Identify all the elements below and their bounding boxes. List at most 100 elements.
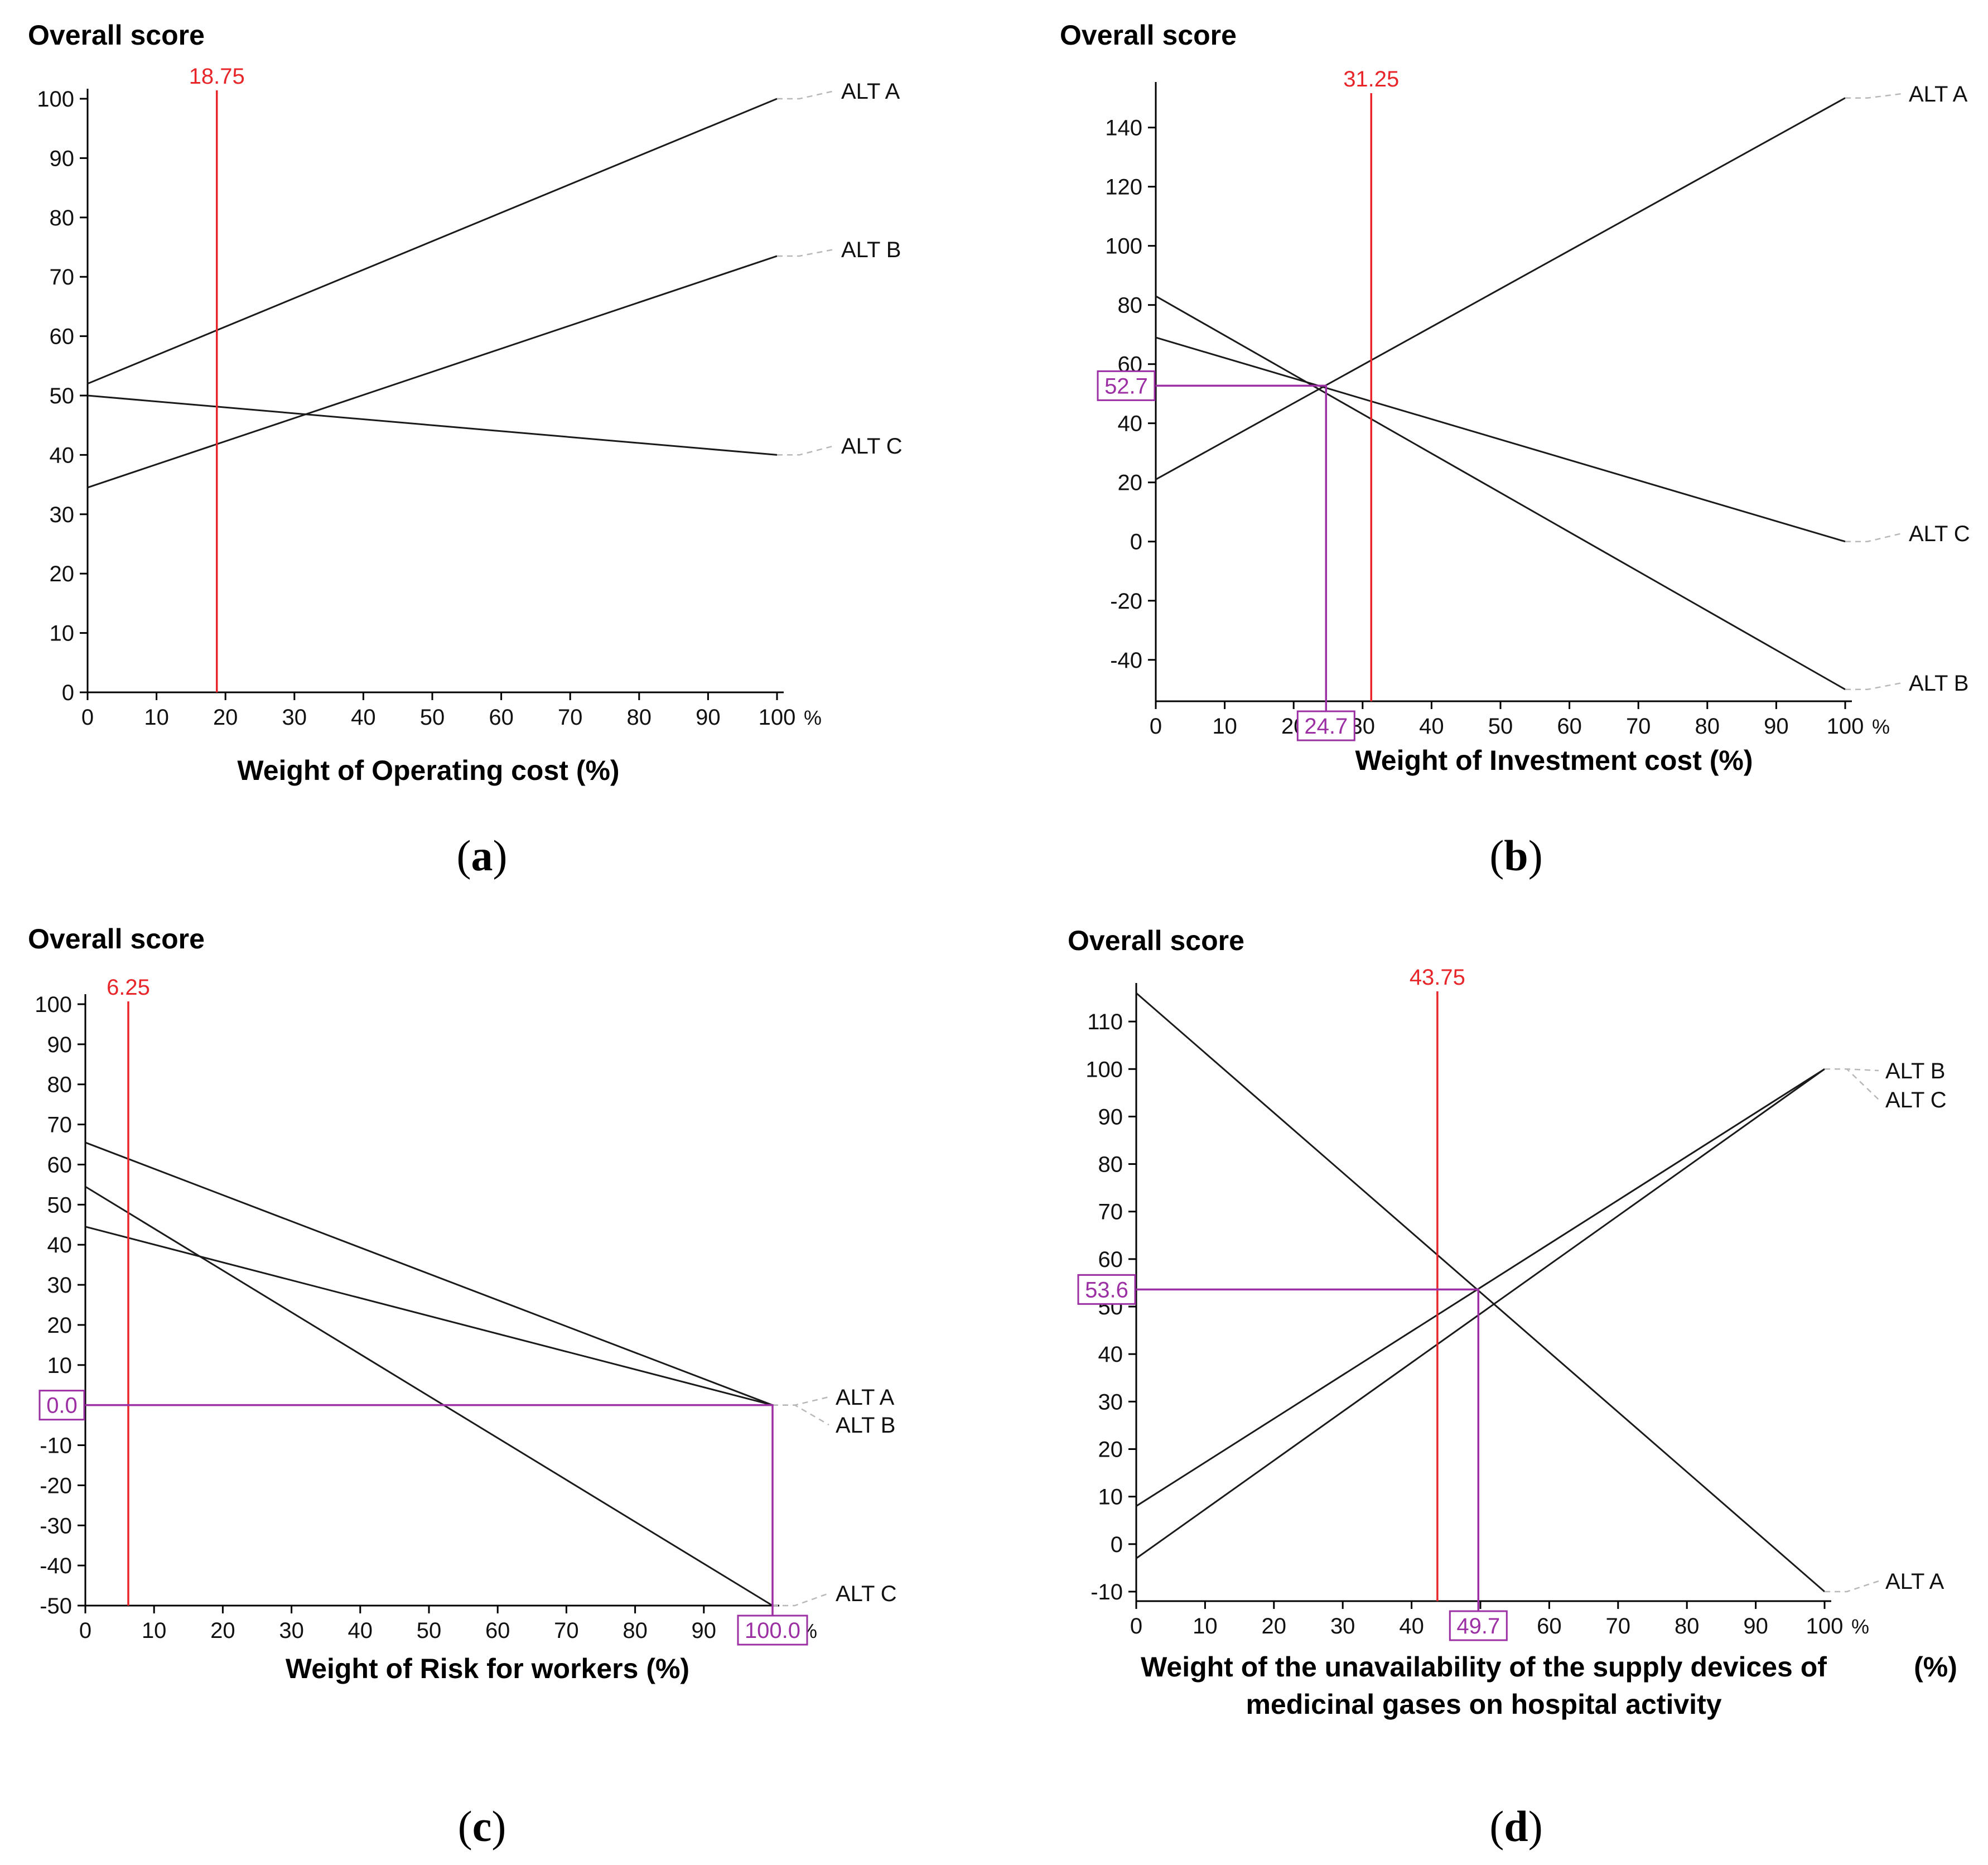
series-leader-alt-a (1845, 93, 1903, 99)
series-line-alt-c (1155, 336, 1846, 543)
x-axis-label-line2: medicinal gases on hospital activity (1246, 1689, 1721, 1720)
reference-line-label: 31.25 (1343, 67, 1399, 91)
marker-x-box (1449, 1610, 1508, 1641)
chart-panel-c: Overall score -50 -40 -30 -20 -10 0 10 20 30 40 50 6… (28, 923, 897, 1850)
y-tick-label: 90 (47, 1033, 73, 1057)
chart-title: Overall score (28, 923, 205, 955)
y-tick-label: 30 (1098, 1390, 1123, 1414)
y-tick-label: -20 (40, 1473, 72, 1498)
x-tick-label: 60 (489, 705, 514, 730)
y-tick-label: 100 (37, 87, 74, 112)
y-tick-label: 20 (1118, 471, 1143, 495)
series-label-alt-c: ALT C (1885, 1088, 1947, 1112)
series-label-alt-a: ALT A (1909, 82, 1968, 107)
x-axis-label-unit: (%) (1914, 1651, 1957, 1683)
y-tick-label: 80 (1098, 1153, 1123, 1177)
x-tick-label: 40 (351, 705, 376, 730)
x-tick-label: 10 (1193, 1614, 1218, 1638)
x-tick-label: 70 (558, 705, 583, 730)
x-tick-label: 80 (1695, 714, 1720, 739)
series-line-alt-a (85, 1141, 773, 1406)
x-tick-label: 100 (1806, 1614, 1844, 1638)
marker-y-box (1097, 370, 1156, 401)
panel-label: (d) (1489, 1802, 1542, 1850)
series-line-alt-a (87, 98, 778, 385)
x-tick-label: 90 (696, 705, 721, 730)
x-tick-label: 0 (1150, 714, 1162, 739)
series-line-alt-c (85, 1185, 773, 1607)
x-tick-label: 10 (1212, 714, 1237, 739)
series-label-alt-b: ALT B (836, 1413, 895, 1438)
series-line-alt-c (87, 394, 778, 456)
x-tick-label: 30 (282, 705, 307, 730)
y-tick-label: -30 (40, 1514, 72, 1538)
series-leader-alt-c (773, 1592, 829, 1607)
x-tick-label: 90 (1743, 1614, 1768, 1638)
series-line-alt-c (1136, 1068, 1825, 1559)
y-tick-label: 100 (35, 992, 72, 1017)
x-unit-label: % (804, 706, 822, 729)
x-axis-label: Weight of the unavailability of the supp… (1141, 1651, 1827, 1683)
y-tick-label: 10 (1098, 1485, 1123, 1510)
y-tick-label: 90 (1098, 1105, 1123, 1129)
x-tick-label: 20 (213, 705, 238, 730)
reference-line-label: 6.25 (107, 975, 150, 1000)
y-tick-label: 0 (1130, 530, 1142, 555)
y-tick-label: 80 (47, 1073, 73, 1097)
series-leader-alt-a (777, 90, 835, 100)
x-tick-label: 80 (623, 1618, 648, 1643)
x-tick-label: 30 (279, 1618, 304, 1643)
panel-label: (a) (457, 831, 508, 880)
series-label-alt-a: ALT A (1885, 1569, 1944, 1594)
x-tick-label: 80 (1675, 1614, 1700, 1638)
y-tick-label: -40 (40, 1554, 72, 1578)
series-leader-alt-b (1825, 1068, 1879, 1072)
marker-y-box (1077, 1274, 1136, 1305)
x-unit-label: % (1872, 715, 1890, 738)
x-tick-label: 50 (417, 1618, 442, 1643)
series-leader-alt-b (777, 248, 835, 257)
y-tick-label: -10 (1090, 1580, 1123, 1604)
y-tick-label: -20 (1110, 589, 1142, 614)
series-label-alt-c: ALT C (1909, 522, 1970, 546)
x-tick-label: 70 (1626, 714, 1651, 739)
x-tick-label: 10 (142, 1618, 167, 1643)
series-line-alt-b (87, 255, 778, 489)
y-tick-label: 10 (50, 621, 75, 646)
x-tick-label: 70 (554, 1618, 579, 1643)
series-leader-alt-b (1845, 682, 1903, 691)
x-tick-label: 0 (79, 1618, 91, 1643)
marker-x-label: 49.7 (1456, 1614, 1500, 1638)
y-tick-label: 70 (47, 1113, 73, 1138)
x-tick-label: 90 (692, 1618, 717, 1643)
chart-title: Overall score (1060, 20, 1237, 51)
panel-label: (b) (1489, 831, 1542, 880)
series-label-alt-a: ALT A (841, 79, 900, 104)
x-tick-label: 70 (1606, 1614, 1631, 1638)
series-leader-alt-c (1845, 532, 1903, 542)
y-tick-label: 60 (1098, 1247, 1123, 1272)
y-tick-label: 70 (50, 265, 75, 290)
y-tick-label: 40 (1118, 412, 1143, 436)
marker-y-label: 52.7 (1104, 374, 1148, 398)
series-leader-alt-a (773, 1396, 829, 1406)
x-tick-label: 50 (420, 705, 445, 730)
x-axis-label: Weight of Operating cost (%) (237, 755, 619, 786)
x-tick-label: 10 (144, 705, 169, 730)
x-tick-label: 0 (1130, 1614, 1142, 1638)
series-line-alt-b (85, 1226, 773, 1406)
series-label-alt-c: ALT C (836, 1582, 897, 1606)
y-tick-label: -10 (40, 1434, 72, 1458)
series-line-alt-a (1136, 992, 1825, 1593)
series-line-alt-b (1155, 295, 1846, 691)
y-tick-label: 30 (50, 503, 75, 527)
series-leader-alt-b (773, 1404, 829, 1426)
chart-title: Overall score (28, 20, 205, 51)
marker-x-label: 100.0 (745, 1618, 800, 1643)
x-tick-label: 40 (348, 1618, 373, 1643)
y-tick-label: 80 (50, 206, 75, 230)
marker-x-box (1296, 710, 1355, 741)
x-tick-label: 80 (627, 705, 652, 730)
chart-panel-d: Overall score-10010203040506070809010011… (1068, 925, 1957, 1850)
y-tick-label: 0 (1111, 1533, 1123, 1557)
